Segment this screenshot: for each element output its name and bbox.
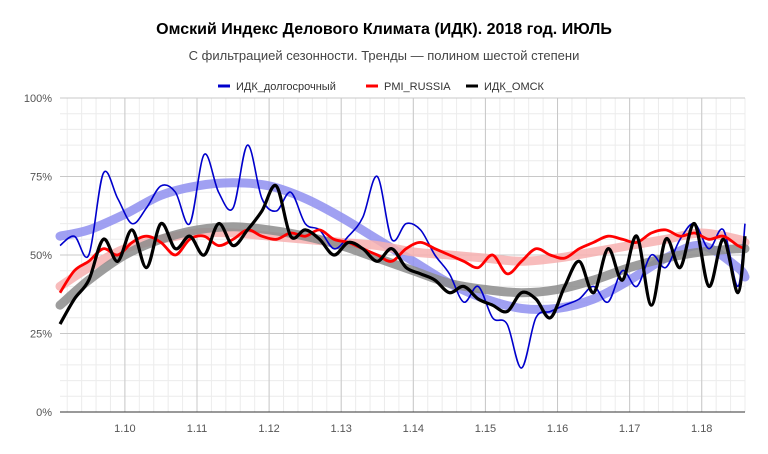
series-0-line	[59, 144, 746, 369]
series-lines	[58, 144, 747, 369]
trend-lines	[55, 178, 750, 315]
y-tick-label: 75%	[30, 172, 52, 184]
chart-subtitle: С фильтрацией сезонности. Тренды — полин…	[189, 48, 580, 63]
x-tick-label: 1.17	[619, 423, 640, 435]
legend-label: PMI_RUSSIA	[384, 81, 451, 93]
x-tick-label: 1.13	[330, 423, 351, 435]
series-2-line	[58, 183, 747, 325]
y-axis: 0% 25% 50% 75% 100%	[24, 93, 52, 419]
x-tick-label: 1.12	[258, 423, 279, 435]
x-tick-label: 1.14	[403, 423, 424, 435]
chart-title: Омский Индекс Делового Климата (ИДК). 20…	[156, 21, 612, 38]
legend-label: ИДК_ОМСК	[484, 81, 545, 93]
y-tick-label: 25%	[30, 329, 52, 341]
x-tick-label: 1.10	[114, 423, 135, 435]
y-tick-label: 100%	[24, 93, 52, 105]
x-tick-label: 1.15	[475, 423, 496, 435]
y-tick-label: 0%	[36, 407, 52, 419]
x-tick-label: 1.16	[547, 423, 568, 435]
x-tick-label: 1.11	[187, 423, 208, 435]
x-axis: 1.10 1.11 1.12 1.13 1.14 1.15 1.16 1.17 1.18	[114, 423, 712, 435]
series-1-line	[58, 228, 746, 294]
legend: ИДК_долгосрочный PMI_RUSSIA ИДК_ОМСК	[218, 81, 545, 93]
y-tick-label: 50%	[30, 250, 52, 262]
legend-label: ИДК_долгосрочный	[236, 81, 336, 93]
x-tick-label: 1.18	[691, 423, 712, 435]
